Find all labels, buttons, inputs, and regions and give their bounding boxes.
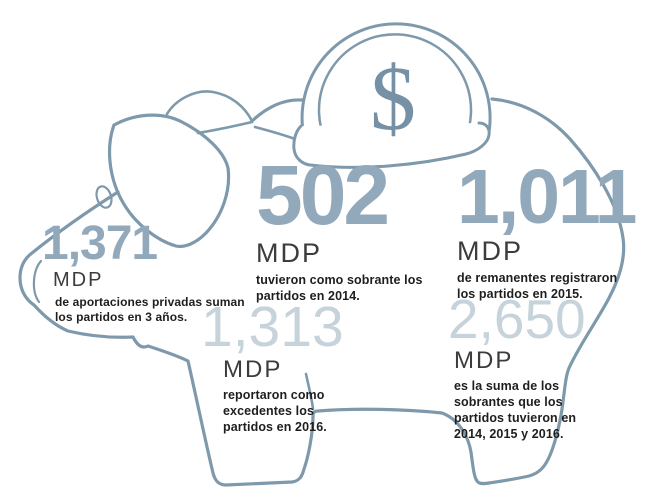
- dollar-coin-icon: [300, 22, 492, 134]
- dollar-sign: $: [370, 47, 416, 149]
- stat-description: de aportaciones privadas suman los parti…: [55, 294, 245, 324]
- pig-far-ear-icon: [165, 90, 254, 123]
- stat-value: 2,650: [448, 288, 586, 350]
- stat-surplus-2014: 502 MDP tuvieron como sobrante los parti…: [256, 148, 423, 304]
- stat-unit: MDP: [223, 356, 283, 384]
- coin-slot-icon: [292, 121, 491, 169]
- stat-remnants-2015: 1,011 MDP de remanentes registraron los …: [457, 154, 637, 302]
- stat-value: 1,313: [201, 295, 344, 359]
- stat-unit: MDP: [53, 268, 104, 291]
- stat-unit: MDP: [256, 237, 322, 268]
- stat-value: 1,371: [42, 217, 158, 270]
- pig-eye-icon: [95, 185, 113, 209]
- pig-shoulder-line: [253, 125, 297, 141]
- pig-front-leg-line: [304, 372, 315, 411]
- stat-description: reportaron como excedentes los partidos …: [223, 387, 327, 434]
- pig-body-outline: [18, 97, 626, 487]
- pig-back-line: [250, 98, 304, 123]
- pig-ear-icon: [107, 113, 231, 249]
- stat-value: 1,011: [457, 154, 637, 240]
- stat-private-contributions: 1,371 MDP de aportaciones privadas suman…: [42, 217, 245, 325]
- stat-value: 502: [256, 148, 390, 242]
- stat-description: de remanentes registraron los partidos e…: [457, 271, 618, 302]
- coin-slot-fill: [293, 123, 490, 168]
- stat-total-surplus: 2,650 MDP es la suma de los sobrantes qu…: [448, 288, 586, 442]
- dollar-coin-inner-rim: [317, 33, 473, 150]
- pig-snout-crease: [32, 259, 43, 304]
- stat-description: es la suma de los sobrantes que los part…: [454, 378, 577, 441]
- stat-unit: MDP: [454, 347, 514, 375]
- pig-far-ear-base-line: [196, 120, 254, 135]
- stat-surplus-2016: 1,313 MDP reportaron como excedentes los…: [201, 295, 344, 435]
- stat-unit: MDP: [457, 236, 523, 267]
- stat-description: tuvieron como sobrante los partidos en 2…: [256, 272, 423, 303]
